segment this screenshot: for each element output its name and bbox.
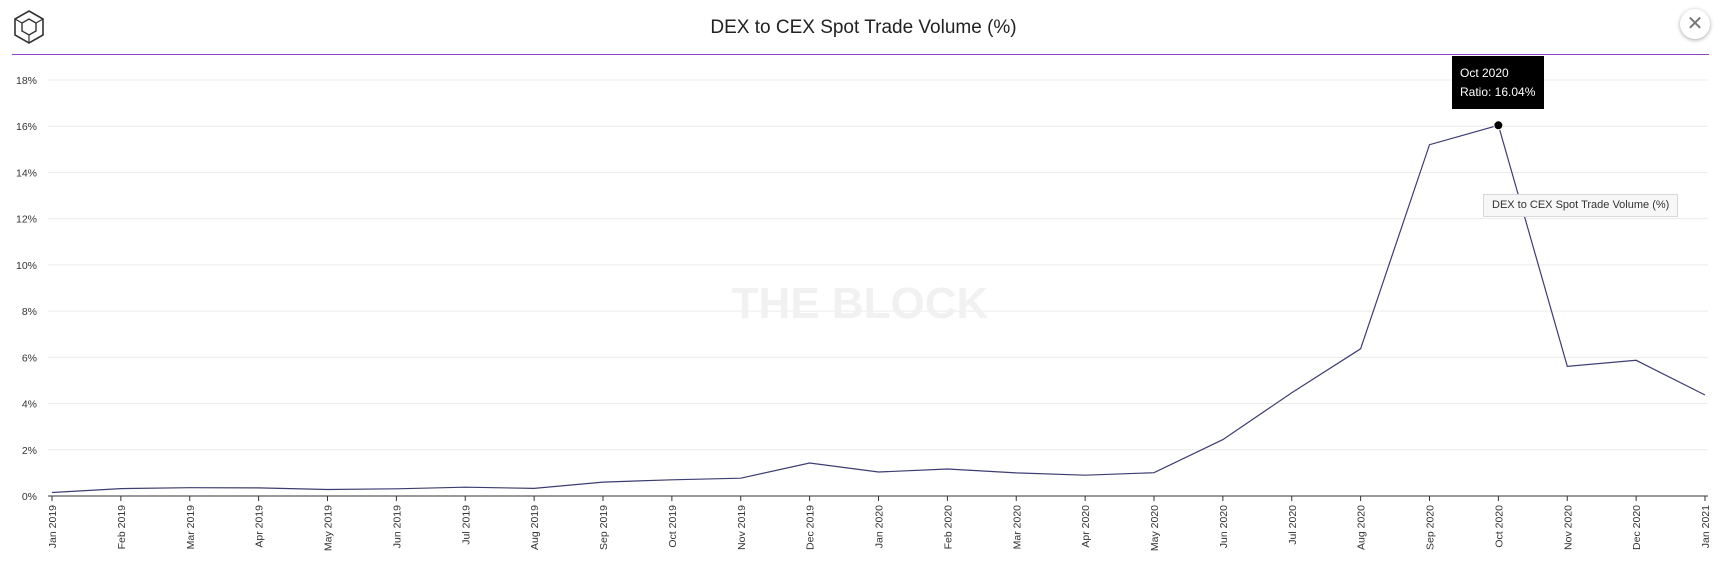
- x-tick-label: Mar 2019: [185, 505, 197, 550]
- header-divider: [12, 54, 1709, 55]
- x-tick-label: Jan 2021: [1700, 505, 1712, 548]
- y-tick-label: 16%: [16, 121, 37, 133]
- y-tick-label: 2%: [22, 445, 37, 457]
- y-tick-label: 4%: [22, 399, 37, 411]
- y-tick-label: 12%: [16, 214, 37, 226]
- x-tick-label: Apr 2020: [1080, 505, 1092, 548]
- x-tick-label: Nov 2019: [736, 505, 748, 550]
- y-tick-labels: 0% 2% 4% 6% 8% 10% 12% 14% 16% 18%: [16, 75, 37, 503]
- x-tick-labels: Jan 2019 Feb 2019 Mar 2019 Apr 2019 May 2019…: [47, 496, 1712, 551]
- series-line: [51, 124, 1706, 494]
- chart-title: DEX to CEX Spot Trade Volume (%): [710, 17, 1017, 38]
- watermark: THE BLOCK: [732, 279, 989, 328]
- x-tick-label: Jul 2019: [460, 505, 472, 545]
- x-tick-label: Jan 2019: [47, 505, 59, 548]
- legend-label: DEX to CEX Spot Trade Volume (%): [1492, 199, 1670, 211]
- grid-layer: [48, 79, 1708, 497]
- x-tick-label: Dec 2019: [805, 505, 817, 550]
- x-tick-label: Oct 2020: [1493, 505, 1505, 548]
- x-tick-label: Feb 2020: [942, 505, 954, 550]
- tooltip-month: Oct 2020: [1460, 66, 1509, 80]
- x-tick-label: May 2019: [323, 505, 335, 551]
- x-tick-label: Jun 2019: [391, 505, 403, 548]
- x-tick-label: Aug 2020: [1356, 505, 1368, 550]
- y-tick-label: 0%: [22, 491, 37, 503]
- tooltip-value: Ratio: 16.04%: [1460, 85, 1536, 99]
- y-tick-label: 14%: [16, 167, 37, 179]
- x-tick-label: Aug 2019: [529, 505, 541, 550]
- x-tick-label: Jan 2020: [874, 505, 886, 548]
- x-tick-label: Dec 2020: [1631, 505, 1643, 550]
- x-tick-label: Nov 2020: [1562, 505, 1574, 550]
- close-icon: ✕: [1686, 13, 1704, 35]
- legend[interactable]: DEX to CEX Spot Trade Volume (%): [1483, 194, 1679, 217]
- x-tick-label: May 2020: [1149, 505, 1161, 551]
- the-block-logo-icon[interactable]: [11, 9, 47, 45]
- y-tick-label: 10%: [16, 260, 37, 272]
- x-tick-label: Apr 2019: [254, 505, 266, 548]
- x-tick-label: Jul 2020: [1287, 505, 1299, 545]
- close-button[interactable]: ✕: [1680, 9, 1710, 39]
- x-tick-label: Mar 2020: [1011, 505, 1023, 550]
- y-tick-label: 6%: [22, 352, 37, 364]
- tooltip: Oct 2020 Ratio: 16.04%: [1452, 56, 1544, 109]
- x-tick-label: Sep 2020: [1425, 505, 1437, 550]
- y-tick-label: 18%: [16, 75, 37, 87]
- x-tick-label: Feb 2019: [116, 505, 128, 550]
- x-tick-label: Jun 2020: [1218, 505, 1230, 548]
- y-tick-label: 8%: [22, 306, 37, 318]
- data-points: [1493, 120, 1504, 131]
- highlighted-point[interactable]: [1493, 120, 1504, 131]
- x-tick-label: Oct 2019: [667, 505, 679, 548]
- x-tick-label: Sep 2019: [598, 505, 610, 550]
